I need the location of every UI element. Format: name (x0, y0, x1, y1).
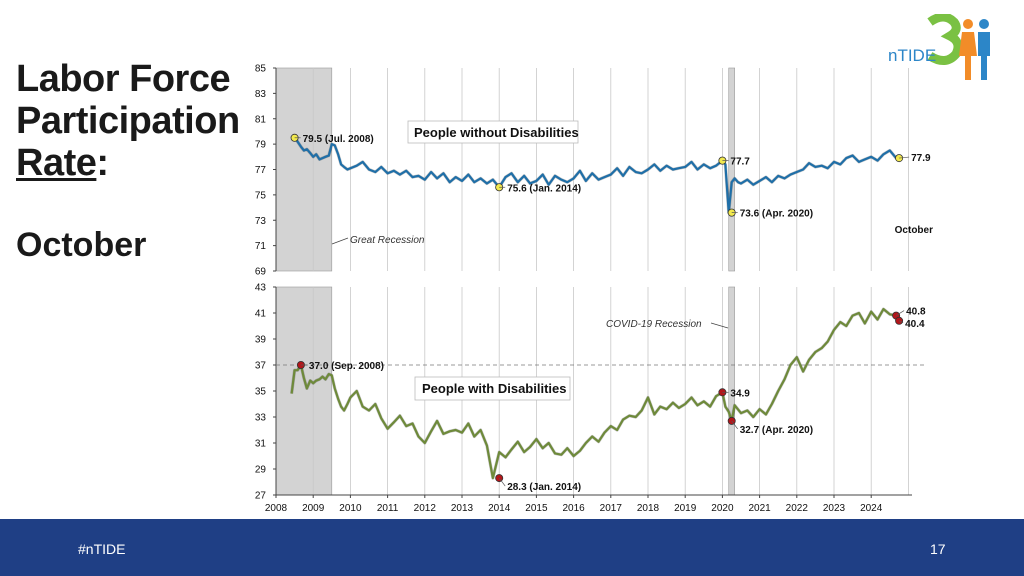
series-line-without-0 (293, 137, 900, 214)
title-line-1: Labor Force (16, 58, 231, 100)
annotation-label-without-4: 77.9 (911, 153, 931, 164)
title-rate: Rate (16, 142, 97, 184)
x-tick-label-2013: 2013 (451, 503, 474, 514)
footer-hashtag: #nTIDE (78, 541, 126, 557)
x-tick-label-2010: 2010 (339, 503, 362, 514)
panel-title-box-with (414, 376, 571, 401)
y-tick-label-without-79: 79 (255, 140, 267, 151)
x-tick-label-2018: 2018 (637, 503, 660, 514)
y-tick-label-without-83: 83 (255, 89, 267, 100)
panel-title-box-without (407, 120, 579, 144)
y-tick-label-without-73: 73 (255, 216, 267, 227)
recession-shade-without-0 (275, 67, 333, 272)
annotation-label-without-0: 79.5 (Jul. 2008) (303, 134, 374, 145)
great-recession-label: Great Recession (350, 235, 425, 246)
series-shadow-with-0 (290, 307, 901, 480)
page-number: 17 (930, 541, 946, 557)
y-tick-label-with-39: 39 (255, 335, 267, 346)
recession-shade-without-1 (728, 67, 735, 272)
annotation-leader-without-4 (899, 156, 910, 159)
x-tick-label-2016: 2016 (562, 503, 585, 514)
y-tick-label-with-27: 27 (255, 491, 267, 502)
x-tick-label-2014: 2014 (488, 503, 511, 514)
footer-bar: #nTIDE 17 (0, 519, 1024, 576)
y-tick-label-without-69: 69 (255, 267, 267, 278)
x-tick-label-2009: 2009 (302, 503, 325, 514)
x-tick-label-2022: 2022 (786, 503, 809, 514)
annotation-label-without-3: 73.6 (Apr. 2020) (740, 209, 813, 220)
great-recession-leader (331, 237, 349, 245)
title-line-2: Participation (16, 100, 240, 142)
y-tick-label-with-35: 35 (255, 387, 267, 398)
x-tick-label-2020: 2020 (711, 503, 734, 514)
title-colon: : (96, 142, 109, 184)
x-tick-label-2024: 2024 (860, 503, 883, 514)
annotation-leader-with-3 (731, 420, 738, 430)
x-tick-label-2019: 2019 (674, 503, 697, 514)
x-tick-label-2015: 2015 (525, 503, 548, 514)
logo-three-icon (927, 14, 963, 65)
y-tick-label-with-31: 31 (255, 439, 267, 450)
y-tick-label-with-41: 41 (255, 309, 267, 320)
y-tick-label-without-77: 77 (255, 165, 267, 176)
annotation-label-with-2: 34.9 (730, 388, 750, 399)
y-tick-label-with-33: 33 (255, 413, 267, 424)
covid-recession-leader (710, 322, 729, 329)
series-shadow-without-0 (293, 136, 900, 215)
y-tick-label-without-71: 71 (255, 241, 267, 252)
y-tick-label-with-29: 29 (255, 465, 267, 476)
ntide-logo (927, 14, 990, 80)
annotation-label-with-4: 40.8 (906, 307, 926, 318)
recession-shade-with-0 (275, 286, 333, 496)
annotation-label-with-5: 40.4 (905, 319, 925, 330)
y-tick-label-without-81: 81 (255, 114, 267, 125)
x-tick-label-2008: 2008 (265, 503, 288, 514)
slide-title: Labor Force Participation Rate: (16, 58, 240, 184)
annotation-leader-with-1 (498, 477, 506, 487)
annotation-label-without-2: 77.7 (730, 157, 750, 168)
x-tick-label-2023: 2023 (823, 503, 846, 514)
y-tick-label-with-43: 43 (255, 283, 267, 294)
x-tick-label-2021: 2021 (748, 503, 771, 514)
annotation-label-without-1: 75.6 (Jan. 2014) (507, 183, 581, 194)
annotation-leader-with-4 (895, 310, 905, 316)
x-tick-label-2011: 2011 (377, 503, 399, 514)
panel-title-with: People with Disabilities (422, 381, 566, 396)
x-tick-label-2017: 2017 (600, 503, 623, 514)
covid-recession-label: COVID-19 Recession (606, 319, 702, 330)
y-tick-label-without-85: 85 (255, 64, 267, 75)
title-line-3: Rate: (16, 142, 240, 184)
series-line-with-0 (290, 308, 901, 480)
x-tick-label-2012: 2012 (414, 503, 437, 514)
lfpr-charts: 69 71 73 75 77 79 81 83 85 79.5 (Jul. 2008) 75.6 (… (255, 64, 933, 515)
logo-text: nTIDE (888, 46, 937, 65)
y-tick-label-without-75: 75 (255, 190, 267, 201)
annotation-label-with-0: 37.0 (Sep. 2008) (309, 361, 384, 372)
slide-subtitle: October (16, 226, 147, 264)
panel-title-without: People without Disabilities (414, 125, 579, 140)
annotation-label-with-1: 28.3 (Jan. 2014) (507, 482, 581, 493)
october-label: October (895, 225, 933, 236)
annotation-leader-with-5 (898, 320, 904, 324)
y-tick-label-with-37: 37 (255, 361, 267, 372)
annotation-label-with-3: 32.7 (Apr. 2020) (740, 425, 813, 436)
